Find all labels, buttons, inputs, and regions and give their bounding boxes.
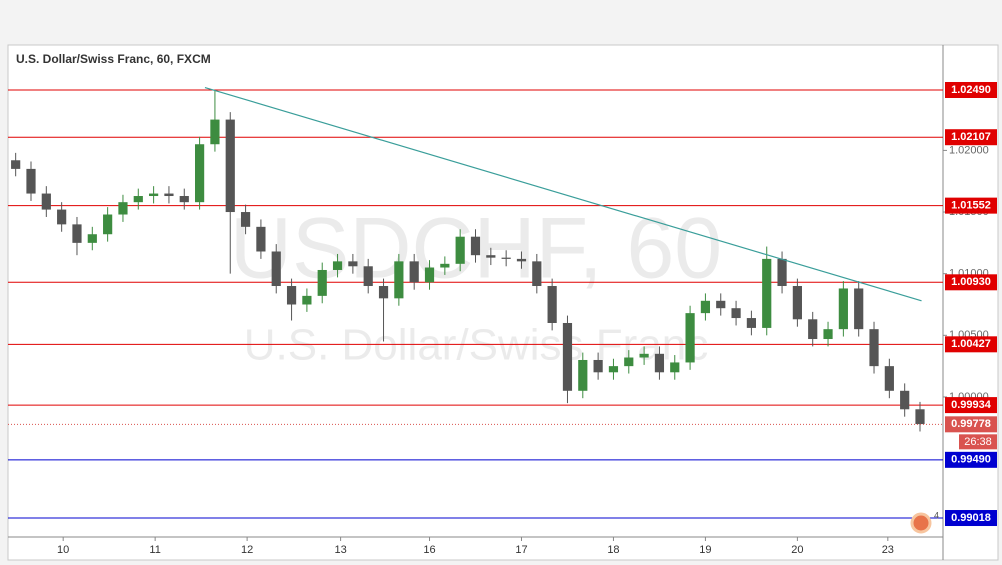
candle-body bbox=[11, 160, 21, 169]
x-tick-label: 20 bbox=[791, 544, 803, 556]
candle-body bbox=[41, 193, 51, 210]
x-tick-label: 11 bbox=[149, 544, 160, 556]
candle-body bbox=[409, 261, 419, 283]
candle-body bbox=[149, 193, 159, 197]
chart-frame bbox=[7, 44, 999, 561]
candle-body bbox=[838, 288, 848, 330]
level-tag bbox=[945, 397, 997, 414]
candle-body bbox=[424, 267, 435, 283]
candle-body bbox=[716, 300, 726, 309]
candle-body bbox=[670, 362, 680, 373]
candle-body bbox=[103, 214, 113, 235]
candle-body bbox=[823, 329, 833, 340]
level-tag bbox=[945, 197, 997, 214]
candle-body bbox=[240, 212, 251, 227]
level-tag bbox=[945, 129, 997, 146]
candle-body bbox=[808, 319, 818, 340]
x-tick-label: 18 bbox=[607, 544, 619, 556]
level-label: 1.00427 bbox=[951, 338, 991, 350]
candle-body bbox=[195, 144, 205, 203]
candle-body bbox=[700, 300, 711, 314]
level-label: 0.99934 bbox=[951, 399, 992, 411]
level-label: 0.99018 bbox=[951, 512, 991, 524]
level-label: 1.02107 bbox=[951, 131, 991, 143]
chart-title: U.S. Dollar/Swiss Franc, 60, FXCM bbox=[16, 52, 211, 66]
watermark-name: U.S. Dollar/Swiss Franc bbox=[244, 321, 709, 370]
candle-body bbox=[639, 353, 649, 358]
candle-body bbox=[746, 318, 756, 328]
candle-body bbox=[516, 258, 527, 262]
x-tick-label: 12 bbox=[241, 544, 253, 556]
candle-body bbox=[593, 359, 603, 373]
candle-body bbox=[486, 255, 496, 258]
candle-body bbox=[685, 313, 695, 363]
level-tag bbox=[945, 510, 997, 527]
trendline bbox=[204, 86, 922, 302]
candle-body bbox=[440, 263, 450, 268]
level-label: 1.00930 bbox=[951, 276, 991, 288]
candle-body bbox=[501, 257, 511, 259]
x-tick-label: 17 bbox=[515, 544, 527, 556]
candle-body bbox=[256, 226, 266, 252]
candle-body bbox=[562, 322, 573, 391]
level-label: 0.99490 bbox=[951, 454, 991, 466]
candle-body bbox=[854, 288, 864, 330]
candle-body bbox=[792, 286, 802, 320]
current-price-tag bbox=[945, 416, 997, 433]
level-tag bbox=[945, 274, 997, 291]
x-tick-label: 13 bbox=[334, 544, 346, 556]
candle-body bbox=[133, 196, 143, 203]
candle-body bbox=[578, 359, 588, 391]
countdown: 26:38 bbox=[964, 436, 992, 448]
alert-badge: 4 bbox=[934, 510, 939, 520]
candle-body bbox=[87, 234, 97, 243]
candle-body bbox=[210, 119, 220, 145]
level-tag bbox=[945, 81, 997, 98]
candle-body bbox=[869, 329, 879, 367]
candle-body bbox=[302, 295, 312, 305]
candle-body bbox=[317, 269, 327, 296]
candle-body bbox=[118, 202, 128, 215]
candle-body bbox=[332, 261, 343, 270]
x-tick-label: 16 bbox=[423, 544, 435, 556]
current-price-label: 0.99778 bbox=[951, 418, 991, 430]
candle-body bbox=[348, 261, 358, 267]
candle-body bbox=[455, 236, 465, 264]
candle-body bbox=[271, 251, 281, 287]
level-tag bbox=[945, 336, 997, 353]
level-tag bbox=[945, 451, 997, 468]
candle-body bbox=[57, 209, 67, 225]
x-tick-label: 19 bbox=[699, 544, 711, 556]
candle-body bbox=[654, 353, 665, 373]
candle-body bbox=[608, 366, 619, 373]
candle-body bbox=[72, 224, 82, 243]
candle-body bbox=[225, 119, 235, 213]
x-tick-label: 23 bbox=[882, 544, 894, 556]
candle-body bbox=[762, 258, 772, 328]
alert-icon bbox=[910, 512, 932, 534]
candle-body bbox=[378, 286, 389, 299]
candle-body bbox=[164, 193, 174, 197]
level-label: 1.02490 bbox=[951, 84, 991, 96]
candle-body bbox=[26, 168, 36, 194]
x-tick-label: 10 bbox=[57, 544, 69, 556]
candle-body bbox=[394, 261, 404, 299]
candle-body bbox=[363, 266, 373, 287]
candle-body bbox=[900, 390, 910, 410]
candle-body bbox=[915, 409, 925, 425]
candle-body bbox=[731, 308, 741, 319]
candle-body bbox=[532, 261, 542, 287]
level-label: 1.01552 bbox=[951, 200, 991, 212]
candle-body bbox=[179, 196, 189, 203]
candle-body bbox=[470, 236, 481, 256]
candle-body bbox=[777, 258, 787, 287]
candle-body bbox=[286, 286, 297, 305]
candle-body bbox=[624, 357, 634, 367]
countdown-tag bbox=[959, 434, 997, 450]
y-tick-label: 1.02000 bbox=[949, 144, 989, 156]
candle-body bbox=[547, 286, 557, 323]
candle-body bbox=[884, 366, 894, 391]
